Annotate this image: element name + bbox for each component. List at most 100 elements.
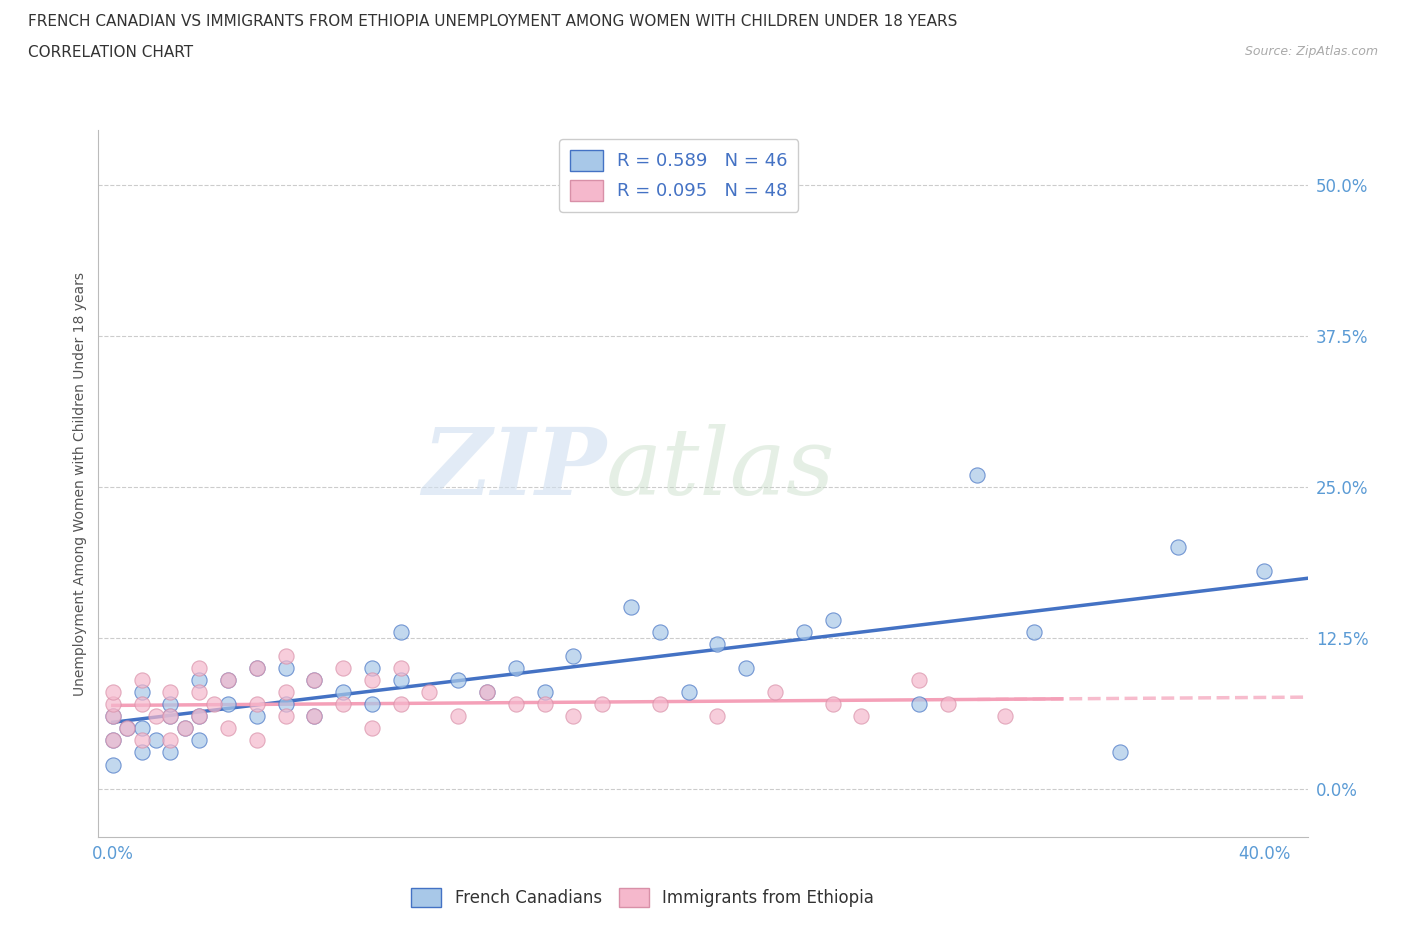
- Point: [994, 709, 1017, 724]
- Point: [908, 672, 931, 687]
- Point: [304, 672, 326, 687]
- Point: [115, 721, 138, 736]
- Point: [217, 697, 239, 711]
- Point: [821, 697, 844, 711]
- Point: [361, 660, 384, 675]
- Point: [533, 684, 555, 699]
- Point: [591, 697, 613, 711]
- Point: [475, 684, 498, 699]
- Point: [246, 660, 269, 675]
- Point: [101, 709, 124, 724]
- Point: [274, 684, 297, 699]
- Point: [217, 672, 239, 687]
- Point: [389, 697, 412, 711]
- Point: [202, 697, 225, 711]
- Point: [188, 684, 211, 699]
- Point: [361, 721, 384, 736]
- Point: [131, 733, 153, 748]
- Point: [447, 672, 470, 687]
- Point: [648, 624, 671, 639]
- Point: [1253, 564, 1275, 578]
- Point: [763, 684, 786, 699]
- Point: [332, 660, 354, 675]
- Point: [188, 733, 211, 748]
- Point: [389, 660, 412, 675]
- Point: [418, 684, 440, 699]
- Point: [131, 684, 153, 699]
- Point: [101, 684, 124, 699]
- Point: [159, 709, 181, 724]
- Point: [246, 697, 269, 711]
- Point: [1167, 539, 1189, 554]
- Point: [131, 745, 153, 760]
- Point: [188, 709, 211, 724]
- Point: [706, 636, 728, 651]
- Point: [159, 697, 181, 711]
- Point: [101, 709, 124, 724]
- Point: [131, 697, 153, 711]
- Point: [145, 709, 167, 724]
- Point: [505, 697, 527, 711]
- Point: [678, 684, 700, 699]
- Point: [159, 745, 181, 760]
- Point: [475, 684, 498, 699]
- Point: [101, 733, 124, 748]
- Point: [361, 672, 384, 687]
- Point: [274, 648, 297, 663]
- Point: [735, 660, 758, 675]
- Point: [246, 660, 269, 675]
- Point: [821, 612, 844, 627]
- Point: [101, 697, 124, 711]
- Point: [447, 709, 470, 724]
- Point: [620, 600, 643, 615]
- Point: [131, 672, 153, 687]
- Legend: French Canadians, Immigrants from Ethiopia: French Canadians, Immigrants from Ethiop…: [405, 881, 880, 913]
- Point: [101, 733, 124, 748]
- Point: [389, 624, 412, 639]
- Point: [1109, 745, 1132, 760]
- Point: [793, 624, 815, 639]
- Point: [304, 709, 326, 724]
- Point: [159, 709, 181, 724]
- Point: [131, 721, 153, 736]
- Point: [115, 721, 138, 736]
- Point: [188, 709, 211, 724]
- Point: [274, 709, 297, 724]
- Point: [304, 709, 326, 724]
- Point: [361, 697, 384, 711]
- Point: [562, 709, 585, 724]
- Point: [101, 757, 124, 772]
- Point: [159, 733, 181, 748]
- Point: [936, 697, 959, 711]
- Point: [966, 467, 988, 482]
- Point: [648, 697, 671, 711]
- Point: [562, 648, 585, 663]
- Point: [173, 721, 195, 736]
- Text: CORRELATION CHART: CORRELATION CHART: [28, 45, 193, 60]
- Point: [332, 684, 354, 699]
- Point: [1022, 624, 1045, 639]
- Point: [246, 733, 269, 748]
- Text: ZIP: ZIP: [422, 424, 606, 514]
- Point: [274, 660, 297, 675]
- Point: [851, 709, 873, 724]
- Point: [908, 697, 931, 711]
- Point: [188, 672, 211, 687]
- Point: [304, 672, 326, 687]
- Y-axis label: Unemployment Among Women with Children Under 18 years: Unemployment Among Women with Children U…: [73, 272, 87, 696]
- Point: [505, 660, 527, 675]
- Point: [274, 697, 297, 711]
- Point: [188, 660, 211, 675]
- Point: [173, 721, 195, 736]
- Text: atlas: atlas: [606, 424, 835, 514]
- Point: [389, 672, 412, 687]
- Point: [159, 684, 181, 699]
- Text: FRENCH CANADIAN VS IMMIGRANTS FROM ETHIOPIA UNEMPLOYMENT AMONG WOMEN WITH CHILDR: FRENCH CANADIAN VS IMMIGRANTS FROM ETHIO…: [28, 14, 957, 29]
- Point: [533, 697, 555, 711]
- Text: Source: ZipAtlas.com: Source: ZipAtlas.com: [1244, 45, 1378, 58]
- Point: [332, 697, 354, 711]
- Point: [217, 721, 239, 736]
- Point: [706, 709, 728, 724]
- Point: [217, 672, 239, 687]
- Point: [145, 733, 167, 748]
